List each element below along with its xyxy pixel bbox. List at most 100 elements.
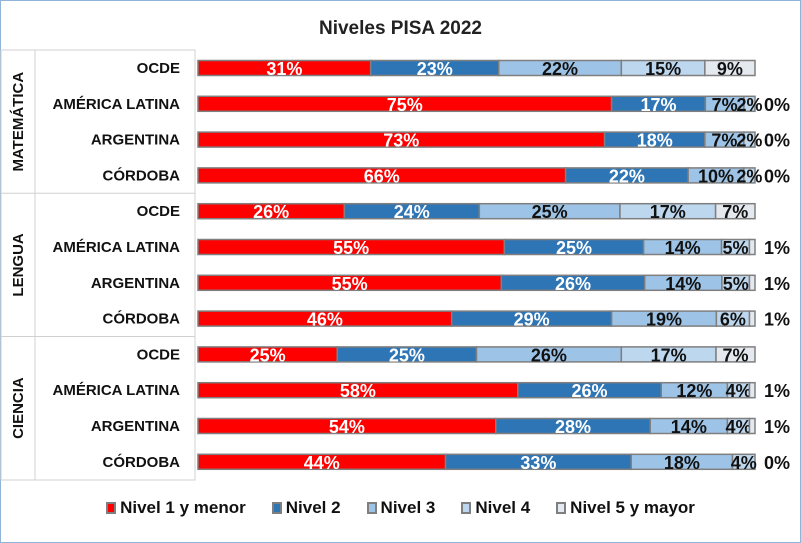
data-label: 10% bbox=[698, 166, 734, 186]
data-label: 1% bbox=[764, 274, 790, 294]
data-label: 2% bbox=[736, 95, 762, 115]
chart-title: Niveles PISA 2022 bbox=[318, 18, 482, 39]
category-label: AMÉRICA LATINA bbox=[53, 239, 181, 256]
legend-item: Nivel 5 y mayor bbox=[556, 498, 695, 518]
data-label: 54% bbox=[329, 417, 365, 437]
category-label: ARGENTINA bbox=[91, 132, 180, 149]
data-label: 23% bbox=[417, 59, 453, 79]
legend-label: Nivel 4 bbox=[475, 498, 531, 517]
legend: Nivel 1 y menor Nivel 2 Nivel 3 Nivel 4 Nive… bbox=[0, 498, 801, 518]
data-label: 7% bbox=[722, 345, 748, 365]
data-label: 26% bbox=[555, 274, 591, 294]
data-label: 0% bbox=[764, 166, 790, 186]
data-label: 9% bbox=[717, 59, 743, 79]
data-label: 2% bbox=[736, 166, 762, 186]
legend-item: Nivel 1 y menor bbox=[106, 498, 246, 518]
data-label: 17% bbox=[650, 202, 686, 222]
legend-label: Nivel 2 bbox=[285, 498, 341, 517]
data-label: 0% bbox=[764, 131, 790, 151]
data-label: 2% bbox=[736, 131, 762, 151]
data-label: 14% bbox=[665, 238, 701, 258]
data-label: 1% bbox=[764, 310, 790, 330]
data-label: 4% bbox=[725, 417, 751, 437]
data-label: 5% bbox=[722, 238, 748, 258]
data-label: 22% bbox=[542, 59, 578, 79]
legend-swatch bbox=[366, 502, 377, 514]
data-label: 31% bbox=[266, 59, 302, 79]
bar-segment bbox=[714, 202, 756, 220]
legend-item: Nivel 4 bbox=[461, 498, 530, 518]
data-label: 17% bbox=[640, 95, 676, 115]
bar-segment bbox=[743, 131, 756, 148]
group-label: MATEMÁTICA bbox=[10, 72, 27, 172]
bar-segment bbox=[748, 274, 756, 292]
data-label: 25% bbox=[389, 345, 425, 365]
data-label: 46% bbox=[307, 310, 343, 330]
legend-item: Nivel 2 bbox=[271, 498, 341, 518]
data-label: 44% bbox=[304, 453, 340, 473]
data-label: 7% bbox=[722, 202, 748, 222]
data-label: 73% bbox=[383, 131, 419, 151]
legend-label: Nivel 3 bbox=[380, 498, 436, 517]
bar-segment bbox=[748, 238, 756, 256]
data-label: 25% bbox=[250, 345, 286, 365]
data-label: 14% bbox=[665, 274, 701, 294]
data-label: 1% bbox=[764, 238, 790, 258]
category-axis-box bbox=[0, 49, 196, 481]
category-label: OCDE bbox=[137, 203, 180, 220]
data-label: 55% bbox=[332, 274, 368, 294]
bar-segment bbox=[731, 453, 756, 471]
bar-segment bbox=[743, 167, 756, 184]
data-label: 4% bbox=[725, 381, 751, 401]
data-label: 25% bbox=[556, 238, 592, 258]
category-label: CÓRDOBA bbox=[103, 453, 181, 471]
data-label: 75% bbox=[387, 95, 423, 115]
legend-item: Nivel 3 bbox=[366, 498, 436, 518]
data-label: 58% bbox=[340, 381, 376, 401]
data-label: 6% bbox=[720, 310, 746, 330]
data-label: 5% bbox=[723, 274, 749, 294]
legend-swatch bbox=[106, 502, 117, 514]
group-label: CIENCIA bbox=[10, 377, 27, 439]
data-label: 19% bbox=[646, 310, 682, 330]
data-label: 15% bbox=[645, 59, 681, 79]
category-label: OCDE bbox=[137, 60, 180, 77]
data-label: 29% bbox=[514, 310, 550, 330]
bar-segment bbox=[748, 417, 756, 435]
data-label: 4% bbox=[731, 453, 757, 473]
data-label: 66% bbox=[364, 166, 400, 186]
data-label: 1% bbox=[764, 381, 790, 401]
data-label: 7% bbox=[712, 95, 738, 115]
data-label: 28% bbox=[555, 417, 591, 437]
group-label: LENGUA bbox=[10, 233, 27, 297]
data-label: 14% bbox=[671, 417, 707, 437]
bar-segment bbox=[748, 310, 756, 327]
category-label: CÓRDOBA bbox=[103, 166, 181, 184]
data-label: 18% bbox=[664, 453, 700, 473]
data-label: 0% bbox=[764, 95, 790, 115]
category-label: ARGENTINA bbox=[91, 418, 180, 435]
category-label: AMÉRICA LATINA bbox=[53, 382, 181, 399]
category-label: ARGENTINA bbox=[91, 275, 180, 292]
legend-swatch bbox=[271, 502, 282, 514]
data-label: 24% bbox=[394, 202, 430, 222]
data-label: 18% bbox=[637, 131, 673, 151]
category-label: OCDE bbox=[137, 346, 180, 363]
data-label: 7% bbox=[711, 131, 737, 151]
legend-label: Nivel 1 y menor bbox=[120, 498, 246, 517]
data-label: 26% bbox=[572, 381, 608, 401]
data-label: 22% bbox=[609, 166, 645, 186]
legend-swatch bbox=[556, 502, 567, 514]
data-label: 26% bbox=[253, 202, 289, 222]
bar-segment bbox=[748, 381, 756, 399]
data-label: 25% bbox=[532, 202, 568, 222]
data-label: 55% bbox=[333, 238, 369, 258]
legend-label: Nivel 5 y mayor bbox=[570, 498, 695, 517]
data-label: 1% bbox=[764, 417, 790, 437]
data-label: 33% bbox=[520, 453, 556, 473]
category-label: CÓRDOBA bbox=[103, 310, 181, 328]
data-label: 17% bbox=[651, 345, 687, 365]
bar-segment bbox=[704, 59, 756, 77]
data-label: 0% bbox=[764, 453, 790, 473]
category-label: AMÉRICA LATINA bbox=[53, 96, 181, 113]
